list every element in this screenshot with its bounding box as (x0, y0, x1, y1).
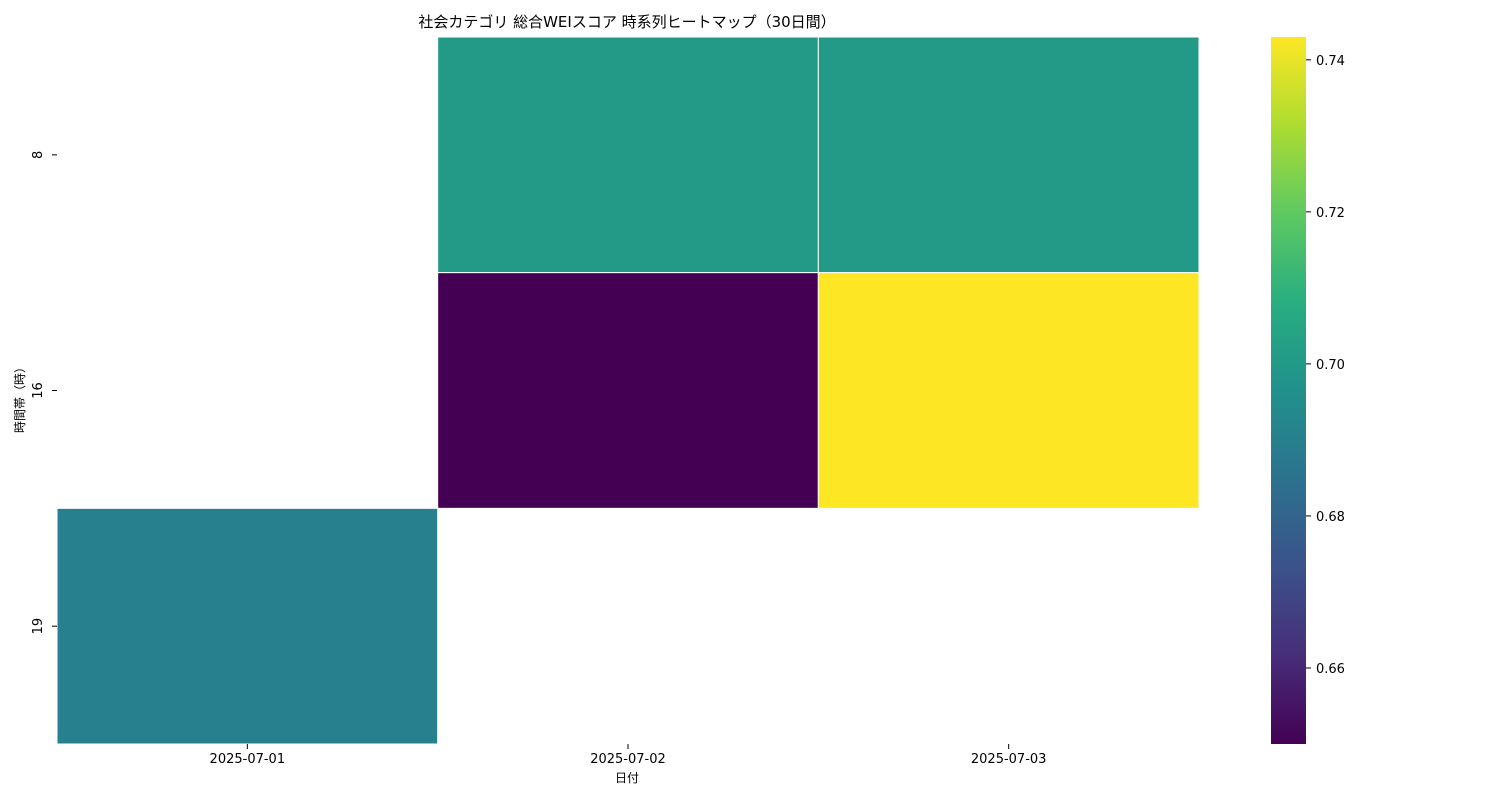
colorbar-tick-label: 0.70 (1316, 358, 1345, 373)
x-tick-label: 2025-07-01 (210, 752, 286, 767)
y-tick-label: 19 (31, 618, 46, 635)
x-tick-label: 2025-07-03 (971, 752, 1047, 767)
y-tick-label: 8 (31, 151, 46, 159)
colorbar-tick-label: 0.74 (1316, 54, 1345, 69)
y-tick-label: 16 (31, 382, 46, 399)
x-tick-label: 2025-07-02 (590, 752, 666, 767)
colorbar-tick-label: 0.72 (1316, 206, 1345, 221)
x-axis-ticks: 2025-07-01 2025-07-02 2025-07-03 (210, 744, 1047, 767)
colorbar-tick-label: 0.68 (1316, 510, 1345, 525)
colorbar-tick-label: 0.66 (1316, 662, 1345, 677)
heatmap-cell (437, 272, 819, 509)
heatmap-cell (56, 507, 439, 745)
chart-title: 社会カテゴリ 総合WEIスコア 時系列ヒートマップ（30日間） (418, 13, 835, 31)
y-axis-label: 時間帯（時） (13, 361, 27, 433)
colorbar-ticks: 0.66 0.68 0.70 0.72 0.74 (1306, 54, 1345, 677)
colorbar (1271, 37, 1306, 744)
heatmap-cell (817, 272, 1200, 509)
y-axis-ticks: 8 16 19 (31, 151, 57, 635)
heatmap-cells (56, 36, 1200, 745)
heatmap-cell (437, 36, 819, 274)
x-axis-label: 日付 (615, 771, 639, 785)
heatmap-cell (817, 36, 1200, 274)
